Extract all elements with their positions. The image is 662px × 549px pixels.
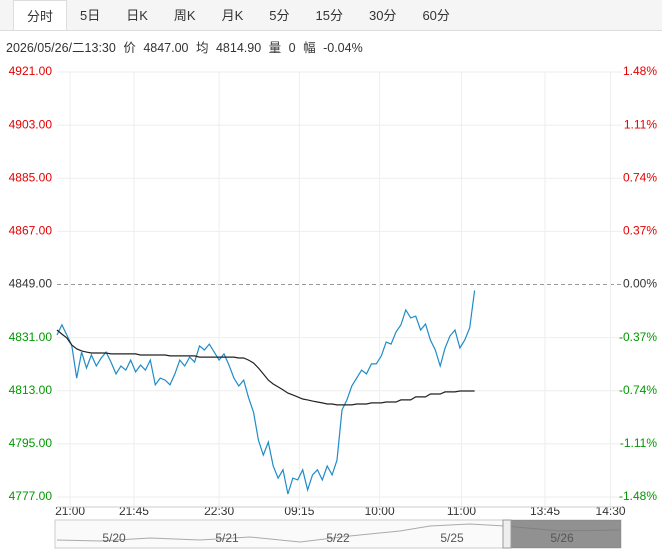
x-tick-label: 09:15 — [284, 504, 314, 518]
y-tick-label: 4831.00 — [9, 330, 53, 344]
tab[interactable]: 5日 — [80, 8, 101, 23]
info-label: 量 — [268, 41, 282, 55]
y2-tick-label: -0.74% — [619, 383, 657, 397]
x-tick-label: 11:00 — [447, 504, 476, 518]
info-value: 4814.90 — [215, 41, 262, 55]
y2-tick-label: -1.11% — [620, 436, 657, 450]
tab[interactable]: 周K — [173, 8, 196, 23]
x-tick-label: 22:30 — [204, 504, 234, 518]
tab[interactable]: 日K — [126, 8, 148, 23]
y-tick-label: 4903.00 — [9, 117, 53, 131]
tab-bar: 分时 5日 日K 周K 月K 5分 15分 30分 60分 — [0, 0, 662, 31]
x-tick-label: 14:30 — [596, 504, 626, 518]
info-label: 均 — [195, 41, 209, 55]
series-line — [56, 329, 475, 406]
y-tick-label: 4921.00 — [9, 64, 53, 78]
y-tick-label: 4795.00 — [9, 436, 53, 450]
navigator-label: 5/21 — [215, 531, 239, 545]
x-tick-label: 13:45 — [530, 504, 560, 518]
navigator-label: 5/25 — [440, 531, 464, 545]
y2-tick-label: 1.48% — [623, 64, 657, 78]
x-tick-label: 21:45 — [119, 504, 149, 518]
info-label: 价 — [123, 41, 136, 55]
tab[interactable]: 30分 — [368, 8, 397, 23]
y-tick-label: 4777.00 — [9, 489, 53, 503]
y2-tick-label: -1.48% — [619, 489, 657, 503]
x-tick-label: 21:00 — [55, 504, 85, 518]
tab[interactable]: 月K — [221, 8, 244, 23]
series-line — [56, 290, 476, 495]
info-line: 2026/05/26/二13:30 价 4847.00 均 4814.90 量 … — [6, 37, 367, 56]
y2-tick-label: 0.37% — [623, 224, 657, 238]
x-tick-label: 10:00 — [365, 504, 395, 518]
info-value: 4847.00 — [143, 41, 189, 55]
y2-tick-label: 0.74% — [623, 170, 657, 184]
info-value: 0 — [288, 41, 296, 55]
navigator-label: 5/26 — [550, 531, 574, 545]
navigator-label: 5/22 — [326, 531, 350, 545]
info-datetime: 2026/05/26/二13:30 — [6, 41, 116, 55]
y-tick-label: 4885.00 — [9, 170, 53, 184]
navigator-handle[interactable] — [502, 519, 512, 549]
y-tick-label: 4867.00 — [9, 224, 53, 238]
y-tick-label: 4849.00 — [9, 277, 53, 291]
tab[interactable]: 分时 — [13, 0, 68, 30]
y2-tick-label: 0.00% — [623, 277, 657, 291]
tab[interactable]: 5分 — [269, 8, 290, 23]
y-tick-label: 4813.00 — [9, 383, 53, 397]
info-value: -0.04% — [323, 41, 363, 55]
y2-tick-label: 1.11% — [624, 117, 657, 131]
tab[interactable]: 15分 — [315, 8, 343, 23]
y2-tick-label: -0.37% — [619, 330, 657, 344]
navigator-window[interactable] — [511, 520, 621, 548]
info-label: 幅 — [303, 41, 316, 55]
tab[interactable]: 60分 — [422, 8, 450, 23]
navigator-label: 5/20 — [102, 531, 126, 545]
